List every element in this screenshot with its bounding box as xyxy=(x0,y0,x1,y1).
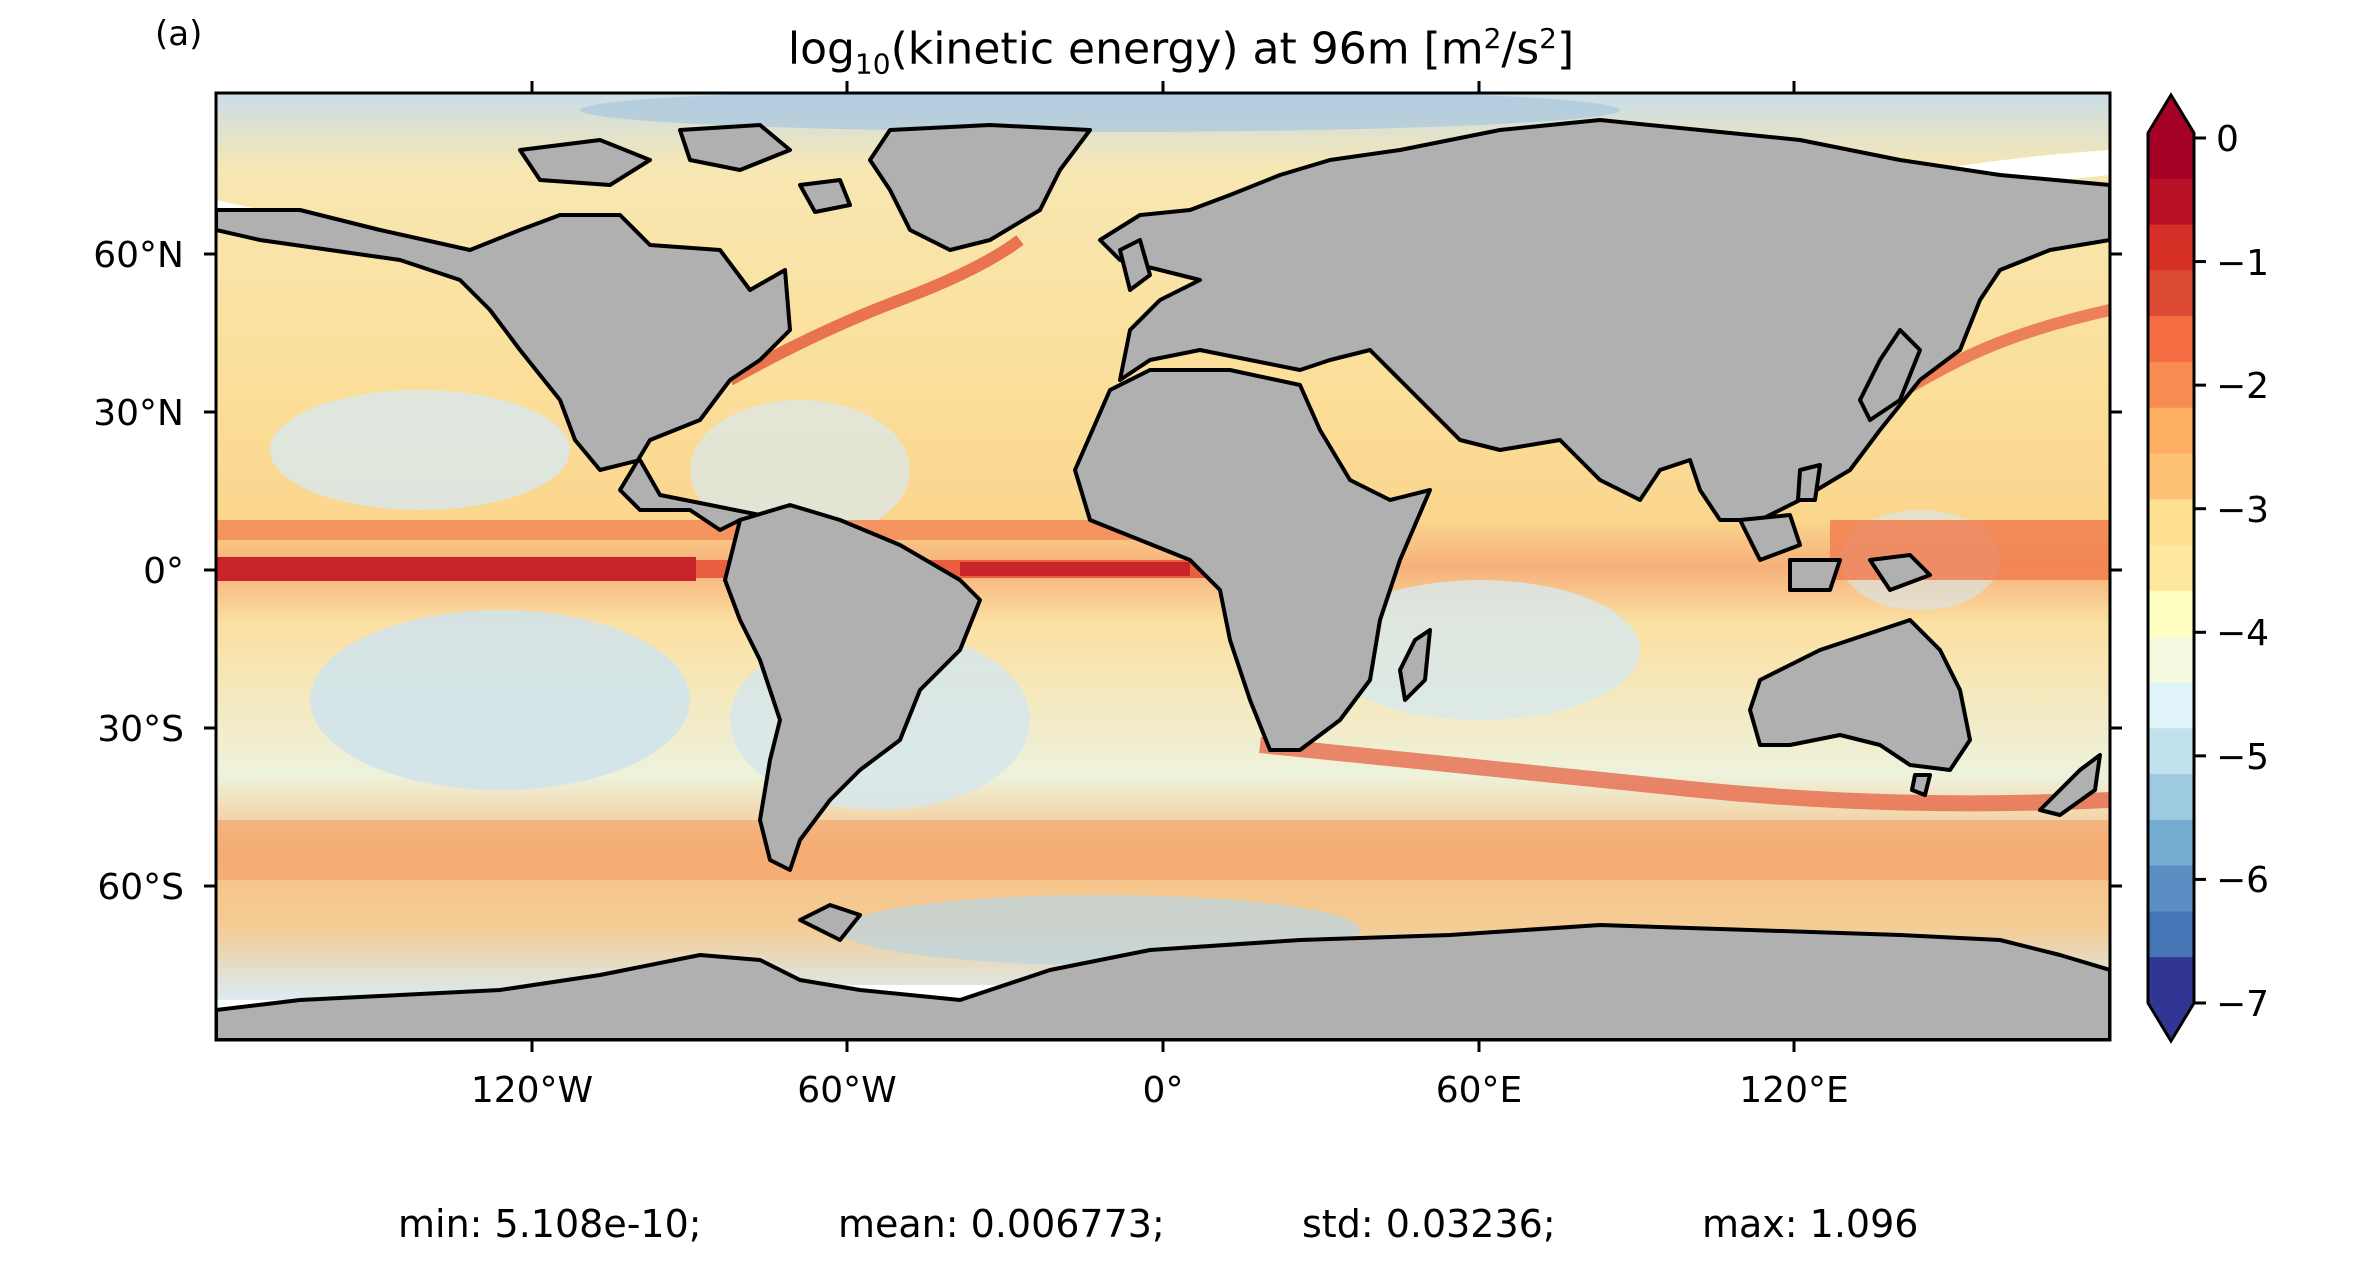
colorbar-extend-max xyxy=(2148,95,2194,133)
colorbar-bin xyxy=(2148,728,2194,775)
eurasia xyxy=(1098,118,2110,522)
colorbar-bin xyxy=(2148,361,2194,409)
colorbar-bin xyxy=(2148,407,2194,455)
stat-mean: mean: 0.006773; xyxy=(838,1202,1165,1246)
colorbar-bin xyxy=(2148,682,2194,729)
lon-label: 60°E xyxy=(1436,1070,1523,1111)
stat-std: std: 0.03236; xyxy=(1302,1202,1556,1246)
lon-label: 60°W xyxy=(797,1070,896,1111)
colorbar-bin xyxy=(2148,178,2194,226)
colorbar-bin xyxy=(2148,865,2194,913)
colorbar xyxy=(2146,92,2206,1044)
colorbar-label: 0 xyxy=(2216,119,2239,160)
colorbar-label: −4 xyxy=(2216,613,2269,654)
colorbar-label: −6 xyxy=(2216,860,2269,901)
colorbar-bin xyxy=(2148,133,2194,180)
south-america xyxy=(723,503,982,872)
colorbar-bin xyxy=(2148,590,2194,638)
colorbar-bin xyxy=(2148,270,2194,317)
colorbar-label: −7 xyxy=(2216,984,2269,1025)
colorbar-bin xyxy=(2148,774,2194,821)
panel-label: (a) xyxy=(155,14,203,54)
africa xyxy=(1073,368,1432,752)
colorbar-extend-min xyxy=(2148,1003,2194,1041)
japan xyxy=(1858,328,1922,422)
australia xyxy=(1748,618,1972,772)
colorbar-label: −5 xyxy=(2216,737,2269,778)
land-masses xyxy=(216,118,2110,1040)
lon-label: 120°E xyxy=(1739,1070,1848,1111)
colorbar-label: −3 xyxy=(2216,490,2269,531)
colorbar-outline xyxy=(2146,92,2196,1044)
lat-label: 30°S xyxy=(97,709,184,750)
colorbar-bin xyxy=(2148,545,2194,592)
map-title: log10(kinetic energy) at 96m [m2/s2] xyxy=(787,22,1575,81)
colorbar-bin xyxy=(2148,819,2194,867)
colorbar-bin xyxy=(2148,499,2194,546)
lat-label: 60°N xyxy=(93,235,184,276)
lat-label: 60°S xyxy=(97,867,184,908)
colorbar-label: −1 xyxy=(2216,243,2269,284)
lon-label: 120°W xyxy=(471,1070,593,1111)
stat-max: max: 1.096 xyxy=(1702,1202,1919,1246)
colorbar-bin xyxy=(2148,453,2194,500)
colorbar-bin xyxy=(2148,316,2194,363)
colorbar-labels: 0 −1 −2 −3 −4 −5 −6 −7 xyxy=(2216,119,2269,1025)
north-america xyxy=(216,208,792,532)
lat-label: 30°N xyxy=(93,393,184,434)
colorbar-bin xyxy=(2148,636,2194,684)
antarctica xyxy=(216,923,2110,1040)
colorbar-label: −2 xyxy=(2216,366,2269,407)
lon-label: 0° xyxy=(1143,1070,1184,1111)
greenland xyxy=(868,123,1092,252)
colorbar-bin xyxy=(2148,957,2194,1004)
arctic-islands xyxy=(518,138,652,187)
madagascar xyxy=(1398,628,1432,702)
colorbar-bin xyxy=(2148,911,2194,958)
stat-min: min: 5.108e-10; xyxy=(398,1202,702,1246)
axis-ticks xyxy=(204,81,2122,1052)
colorbar-bin xyxy=(2148,224,2194,271)
lat-label: 0° xyxy=(143,551,184,592)
